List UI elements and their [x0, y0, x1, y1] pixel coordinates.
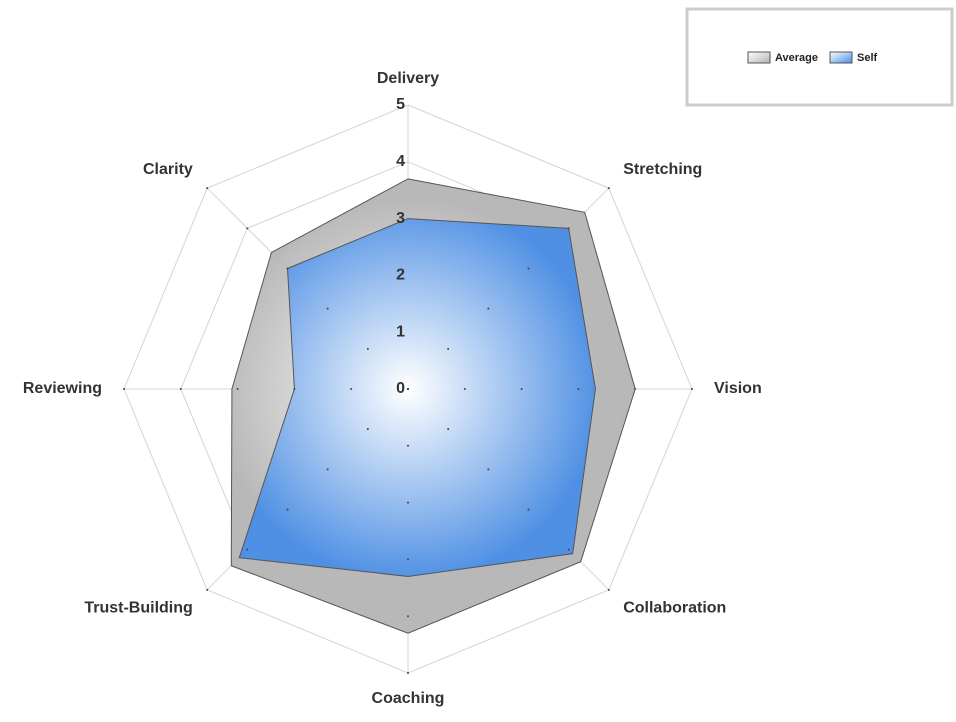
- tick-dot: [407, 558, 409, 561]
- tick-dot: [236, 388, 239, 390]
- category-label: Trust-Building: [84, 599, 192, 616]
- tick-dot: [123, 388, 125, 390]
- tick-dot: [407, 444, 409, 447]
- tick-dot: [246, 548, 249, 551]
- category-label: Vision: [714, 380, 762, 397]
- tick-dot: [567, 227, 570, 230]
- y-tick-label: 5: [396, 96, 405, 113]
- series-area: [238, 218, 596, 577]
- tick-dot: [577, 388, 580, 390]
- tick-dot: [286, 267, 289, 270]
- tick-dot: [691, 388, 693, 390]
- legend-swatch: [829, 51, 853, 64]
- category-label: Reviewing: [23, 380, 102, 397]
- tick-dot: [527, 508, 530, 511]
- y-tick-label: 1: [396, 323, 405, 340]
- tick-dot: [447, 347, 450, 350]
- tick-dot: [487, 307, 490, 310]
- tick-dot: [407, 501, 409, 504]
- tick-dot: [206, 187, 209, 190]
- legend-box: [685, 7, 954, 107]
- tick-dot: [607, 187, 610, 190]
- tick-dot: [527, 267, 530, 270]
- y-tick-label: 0: [396, 380, 405, 397]
- tick-dot: [567, 548, 570, 551]
- tick-dot: [447, 428, 450, 431]
- category-label: Coaching: [372, 690, 445, 707]
- tick-dot: [293, 388, 296, 390]
- category-label: Delivery: [377, 70, 439, 87]
- tick-dot: [350, 388, 353, 390]
- tick-dot: [246, 227, 249, 230]
- tick-dot: [326, 307, 329, 310]
- tick-dot: [607, 588, 610, 591]
- tick-dot: [407, 672, 409, 674]
- legend-label: Average: [775, 52, 818, 64]
- legend-swatch: [747, 51, 771, 64]
- tick-dot: [366, 428, 369, 431]
- tick-dot: [634, 388, 637, 390]
- tick-dot: [487, 468, 490, 471]
- tick-dot: [407, 388, 409, 390]
- tick-dot: [520, 388, 523, 390]
- category-label: Clarity: [143, 161, 193, 178]
- category-label: Stretching: [623, 161, 702, 178]
- tick-dot: [286, 508, 289, 511]
- category-label: Collaboration: [623, 599, 726, 616]
- legend-label: Self: [857, 52, 878, 64]
- tick-dot: [206, 588, 209, 591]
- tick-dot: [366, 347, 369, 350]
- y-tick-label: 3: [396, 210, 405, 227]
- tick-dot: [326, 468, 329, 471]
- tick-dot: [179, 388, 182, 390]
- y-tick-label: 4: [396, 153, 405, 170]
- tick-dot: [407, 615, 409, 618]
- y-tick-label: 2: [396, 267, 405, 284]
- tick-dot: [463, 388, 466, 390]
